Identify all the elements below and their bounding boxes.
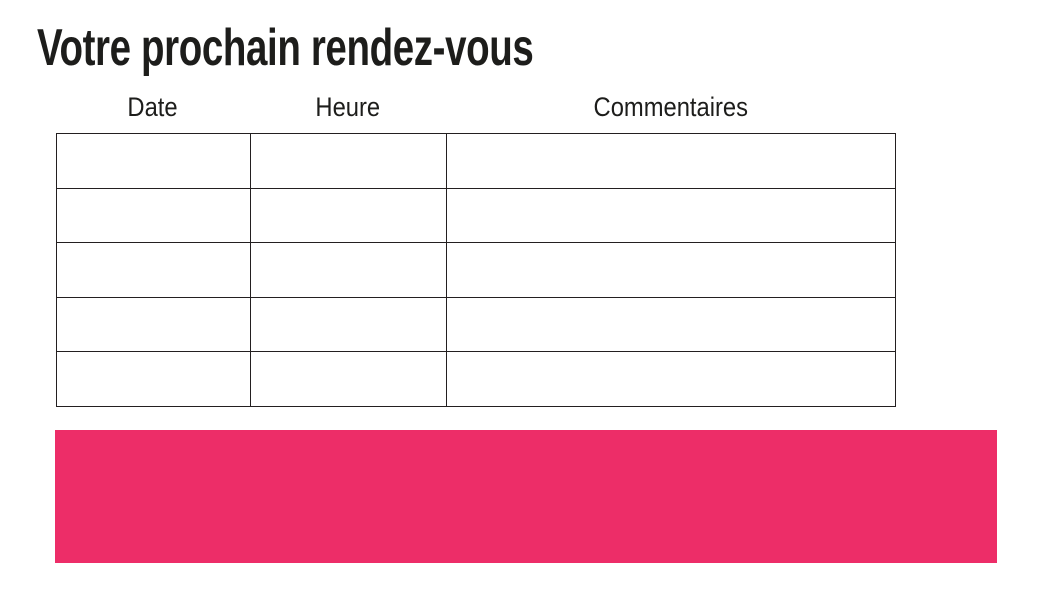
table-row: [56, 351, 896, 407]
table-cell-heure: [250, 242, 447, 298]
table-cell-date: [56, 351, 251, 407]
table-cell-heure: [250, 133, 447, 189]
column-header-date: Date: [56, 93, 250, 127]
table-cell-date: [56, 187, 251, 244]
table-cell-commentaires: [446, 296, 896, 353]
column-header-heure-label: Heure: [315, 92, 381, 123]
column-header-heure: Heure: [250, 93, 446, 127]
table-row: [56, 133, 896, 189]
column-header-commentaires-label: Commentaires: [593, 92, 748, 123]
table-cell-date: [56, 133, 251, 189]
table-cell-commentaires: [446, 242, 896, 298]
page-title-text: Votre prochain rendez-vous: [37, 19, 534, 77]
table-row: [56, 242, 896, 298]
pink-banner: [55, 430, 997, 563]
table-cell-date: [56, 242, 251, 298]
table-row: [56, 187, 896, 244]
appointments-table-body: [56, 133, 896, 407]
table-row: [56, 296, 896, 353]
table-cell-date: [56, 296, 251, 353]
table-cell-heure: [250, 187, 447, 244]
table-cell-commentaires: [446, 133, 896, 189]
table-cell-commentaires: [446, 351, 896, 407]
column-header-date-label: Date: [127, 92, 179, 123]
table-cell-heure: [250, 351, 447, 407]
table-cell-heure: [250, 296, 447, 353]
table-cell-commentaires: [446, 187, 896, 244]
page-title: Votre prochain rendez-vous: [37, 22, 708, 74]
column-header-commentaires: Commentaires: [446, 93, 895, 127]
table-header-row: Date Heure Commentaires: [56, 93, 895, 127]
appointments-table: [56, 133, 896, 407]
